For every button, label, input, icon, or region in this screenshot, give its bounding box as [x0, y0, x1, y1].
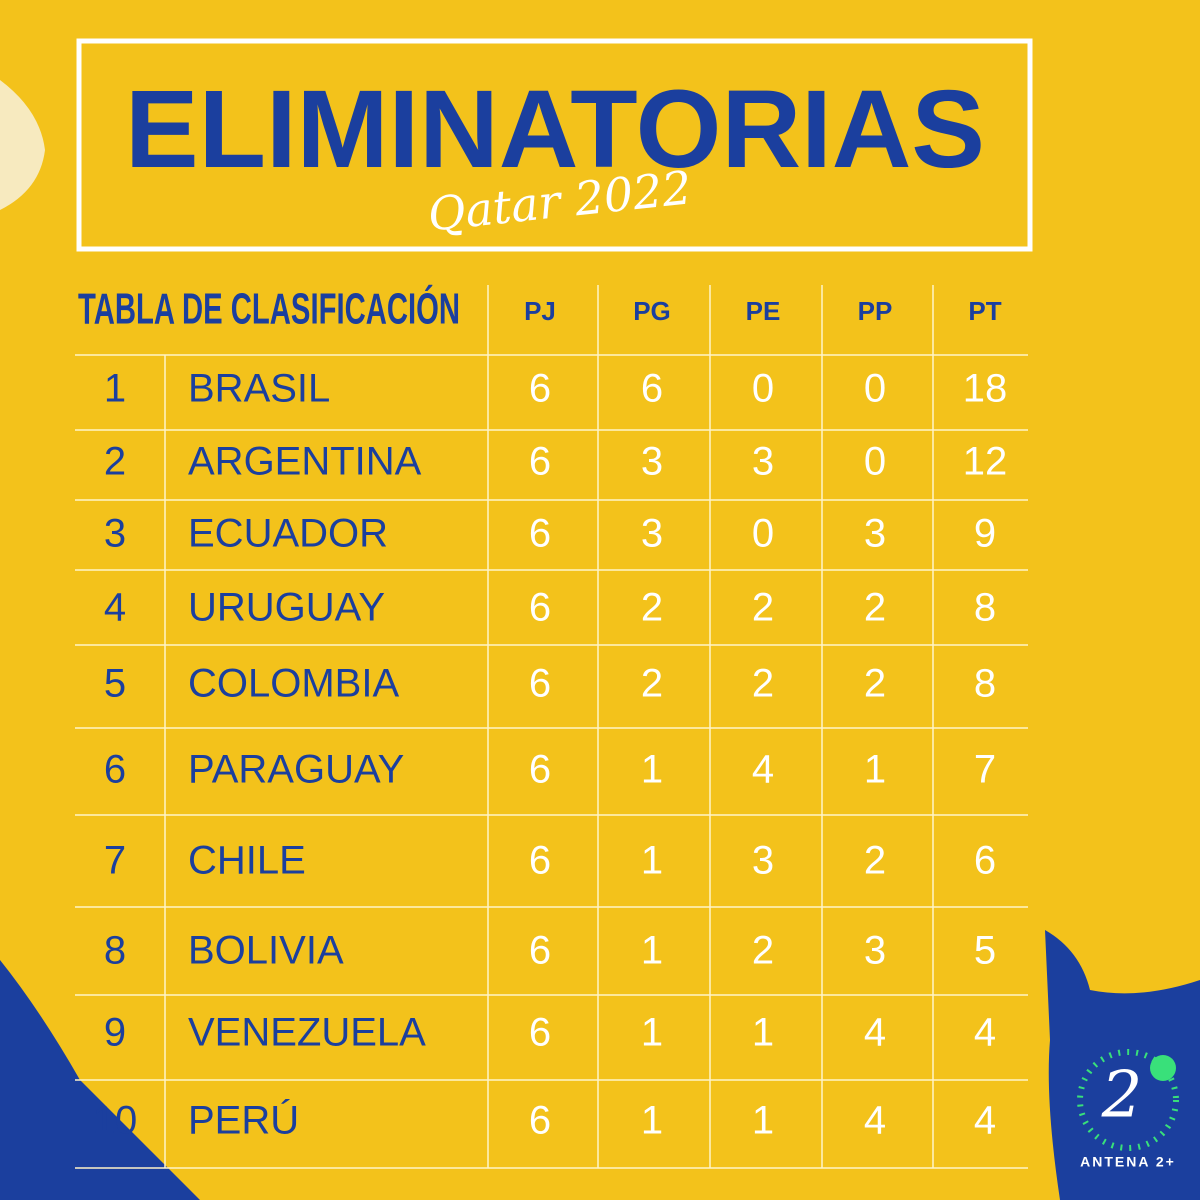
rank: 2 [104, 440, 126, 484]
stat: 4 [864, 1011, 886, 1055]
stat: 2 [864, 662, 886, 706]
stat: 4 [752, 748, 774, 792]
stat: 0 [864, 367, 886, 411]
logo-dot [1150, 1055, 1176, 1081]
rank: 4 [104, 586, 126, 630]
stat: 2 [752, 929, 774, 973]
column-header: PG [633, 296, 671, 326]
team-name: VENEZUELA [188, 1011, 426, 1055]
stat: 0 [752, 512, 774, 556]
stat: 9 [974, 512, 996, 556]
stat: 1 [641, 929, 663, 973]
stat: 7 [974, 748, 996, 792]
stat: 4 [974, 1099, 996, 1143]
team-name: ECUADOR [188, 512, 388, 556]
column-header: PP [858, 296, 893, 326]
logo: 2 ANTENA 2+ [1077, 1049, 1179, 1170]
rank: 8 [104, 929, 126, 973]
stat: 0 [752, 367, 774, 411]
stat: 2 [641, 586, 663, 630]
stat: 0 [864, 440, 886, 484]
team-name: COLOMBIA [188, 662, 399, 706]
logo-ring [1077, 1049, 1179, 1151]
stat: 2 [864, 839, 886, 883]
table-title: TABLA DE CLASIFICACIÓN [78, 284, 460, 334]
stat: 6 [529, 929, 551, 973]
stat: 8 [974, 662, 996, 706]
stat: 6 [529, 662, 551, 706]
rank: 7 [104, 839, 126, 883]
stat: 2 [752, 586, 774, 630]
stat: 3 [641, 440, 663, 484]
stat: 1 [752, 1099, 774, 1143]
stat: 6 [529, 1011, 551, 1055]
rank: 5 [104, 662, 126, 706]
team-name: BOLIVIA [188, 929, 344, 973]
stat: 3 [864, 929, 886, 973]
rank: 1 [104, 367, 126, 411]
table: PJ PG PE PP PT1 BRASIL 6 6 0 0 182 ARGENTINA 6 3 3 0 123… [75, 285, 1028, 1169]
rank: 9 [104, 1011, 126, 1055]
rank: 3 [104, 512, 126, 556]
team-name: BRASIL [188, 367, 330, 411]
stat: 3 [641, 512, 663, 556]
stat: 18 [963, 367, 1008, 411]
stat: 6 [529, 748, 551, 792]
stat: 6 [529, 1099, 551, 1143]
stat: 6 [529, 512, 551, 556]
team-name: URUGUAY [188, 586, 385, 630]
column-header: PE [746, 296, 781, 326]
stat: 6 [529, 367, 551, 411]
stat: 6 [529, 839, 551, 883]
team-name: CHILE [188, 839, 306, 883]
stat: 5 [974, 929, 996, 973]
stat: 6 [529, 440, 551, 484]
column-header: PT [968, 296, 1001, 326]
stat: 3 [864, 512, 886, 556]
team-name: PERÚ [188, 1098, 299, 1143]
title: ELIMINATORIAS [125, 68, 985, 191]
column-header: PJ [524, 296, 556, 326]
decor-left [0, 960, 200, 1200]
stat: 1 [641, 748, 663, 792]
stat: 6 [529, 586, 551, 630]
team-name: PARAGUAY [188, 748, 404, 792]
decor-brush [0, 80, 45, 210]
team-name: ARGENTINA [188, 440, 422, 484]
stat: 3 [752, 440, 774, 484]
stat: 4 [974, 1011, 996, 1055]
stat: 1 [641, 1099, 663, 1143]
stat: 2 [752, 662, 774, 706]
stat: 2 [864, 586, 886, 630]
stat: 6 [974, 839, 996, 883]
title-box [76, 38, 1033, 252]
stat: 4 [864, 1099, 886, 1143]
rank: 10 [93, 1099, 138, 1143]
stat: 3 [752, 839, 774, 883]
stat: 12 [963, 440, 1008, 484]
stat: 8 [974, 586, 996, 630]
stat: 1 [752, 1011, 774, 1055]
stat: 1 [641, 1011, 663, 1055]
stat: 2 [641, 662, 663, 706]
logo-mark: 2 [1101, 1059, 1143, 1133]
stat: 6 [641, 367, 663, 411]
logo-name: ANTENA 2+ [1080, 1154, 1176, 1170]
rank: 6 [104, 748, 126, 792]
stat: 1 [864, 748, 886, 792]
stat: 1 [641, 839, 663, 883]
